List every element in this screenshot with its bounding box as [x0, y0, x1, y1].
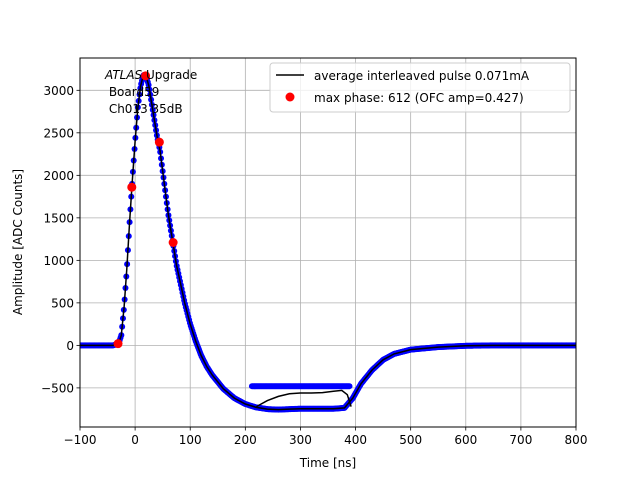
y-tick-label: 1000 — [43, 254, 74, 268]
x-tick-label: 300 — [289, 433, 312, 447]
max-phase-marker — [154, 137, 164, 147]
plot-frame — [79, 57, 577, 428]
y-tick-label: −500 — [41, 381, 74, 395]
x-tick-label: 0 — [131, 433, 139, 447]
y-tick-label: 0 — [66, 339, 74, 353]
y-tick-label: 500 — [51, 296, 74, 310]
x-axis-label: Time [ns] — [299, 456, 356, 470]
atlas-annotation-upgrade: Upgrade — [142, 68, 197, 82]
legend-entry-max-phase: max phase: 612 (OFC amp=0.427) — [314, 91, 524, 105]
x-tick-label: 500 — [399, 433, 422, 447]
blue-band-dots — [248, 383, 353, 390]
average-pulse-line — [80, 74, 576, 411]
max-phase-markers — [113, 71, 178, 349]
x-tick-label: 800 — [565, 433, 588, 447]
x-tick-label: 700 — [509, 433, 532, 447]
blue-band-dot — [346, 383, 353, 390]
x-tick-label: 200 — [234, 433, 257, 447]
plot-area — [80, 71, 576, 413]
atlas-annotation-line1: ATLAS Upgrade — [104, 68, 197, 82]
max-phase-marker — [127, 182, 137, 192]
y-tick-label: 2000 — [43, 169, 74, 183]
legend-box — [269, 62, 571, 113]
y-tick-label: 3000 — [43, 84, 74, 98]
x-tick-label: 400 — [344, 433, 367, 447]
y-tick-label: 2500 — [43, 126, 74, 140]
x-tick-label: 100 — [179, 433, 202, 447]
x-tick-label: 600 — [454, 433, 477, 447]
y-tick-label: 1500 — [43, 211, 74, 225]
max-phase-marker — [168, 238, 178, 247]
atlas-annotation-line2: Board59 — [105, 85, 159, 99]
y-axis-label: Amplitude [ADC Counts] — [11, 169, 25, 315]
axes: −100 0 100 200 300 400 500 600 700 800 −500 0 500 100… — [41, 84, 587, 447]
legend: average interleaved pulse 0.071mA max ph… — [269, 62, 571, 113]
max-phase-marker — [141, 71, 151, 81]
x-tick-label: −100 — [64, 433, 97, 447]
legend-marker-swatch — [285, 92, 295, 102]
legend-entry-average-pulse: average interleaved pulse 0.071mA — [314, 69, 530, 83]
atlas-annotation-line3: Ch013 35dB — [105, 102, 183, 116]
atlas-annotation-italic: ATLAS — [104, 68, 143, 82]
max-phase-marker — [113, 339, 123, 349]
average-pulse-branch-line — [256, 389, 352, 408]
